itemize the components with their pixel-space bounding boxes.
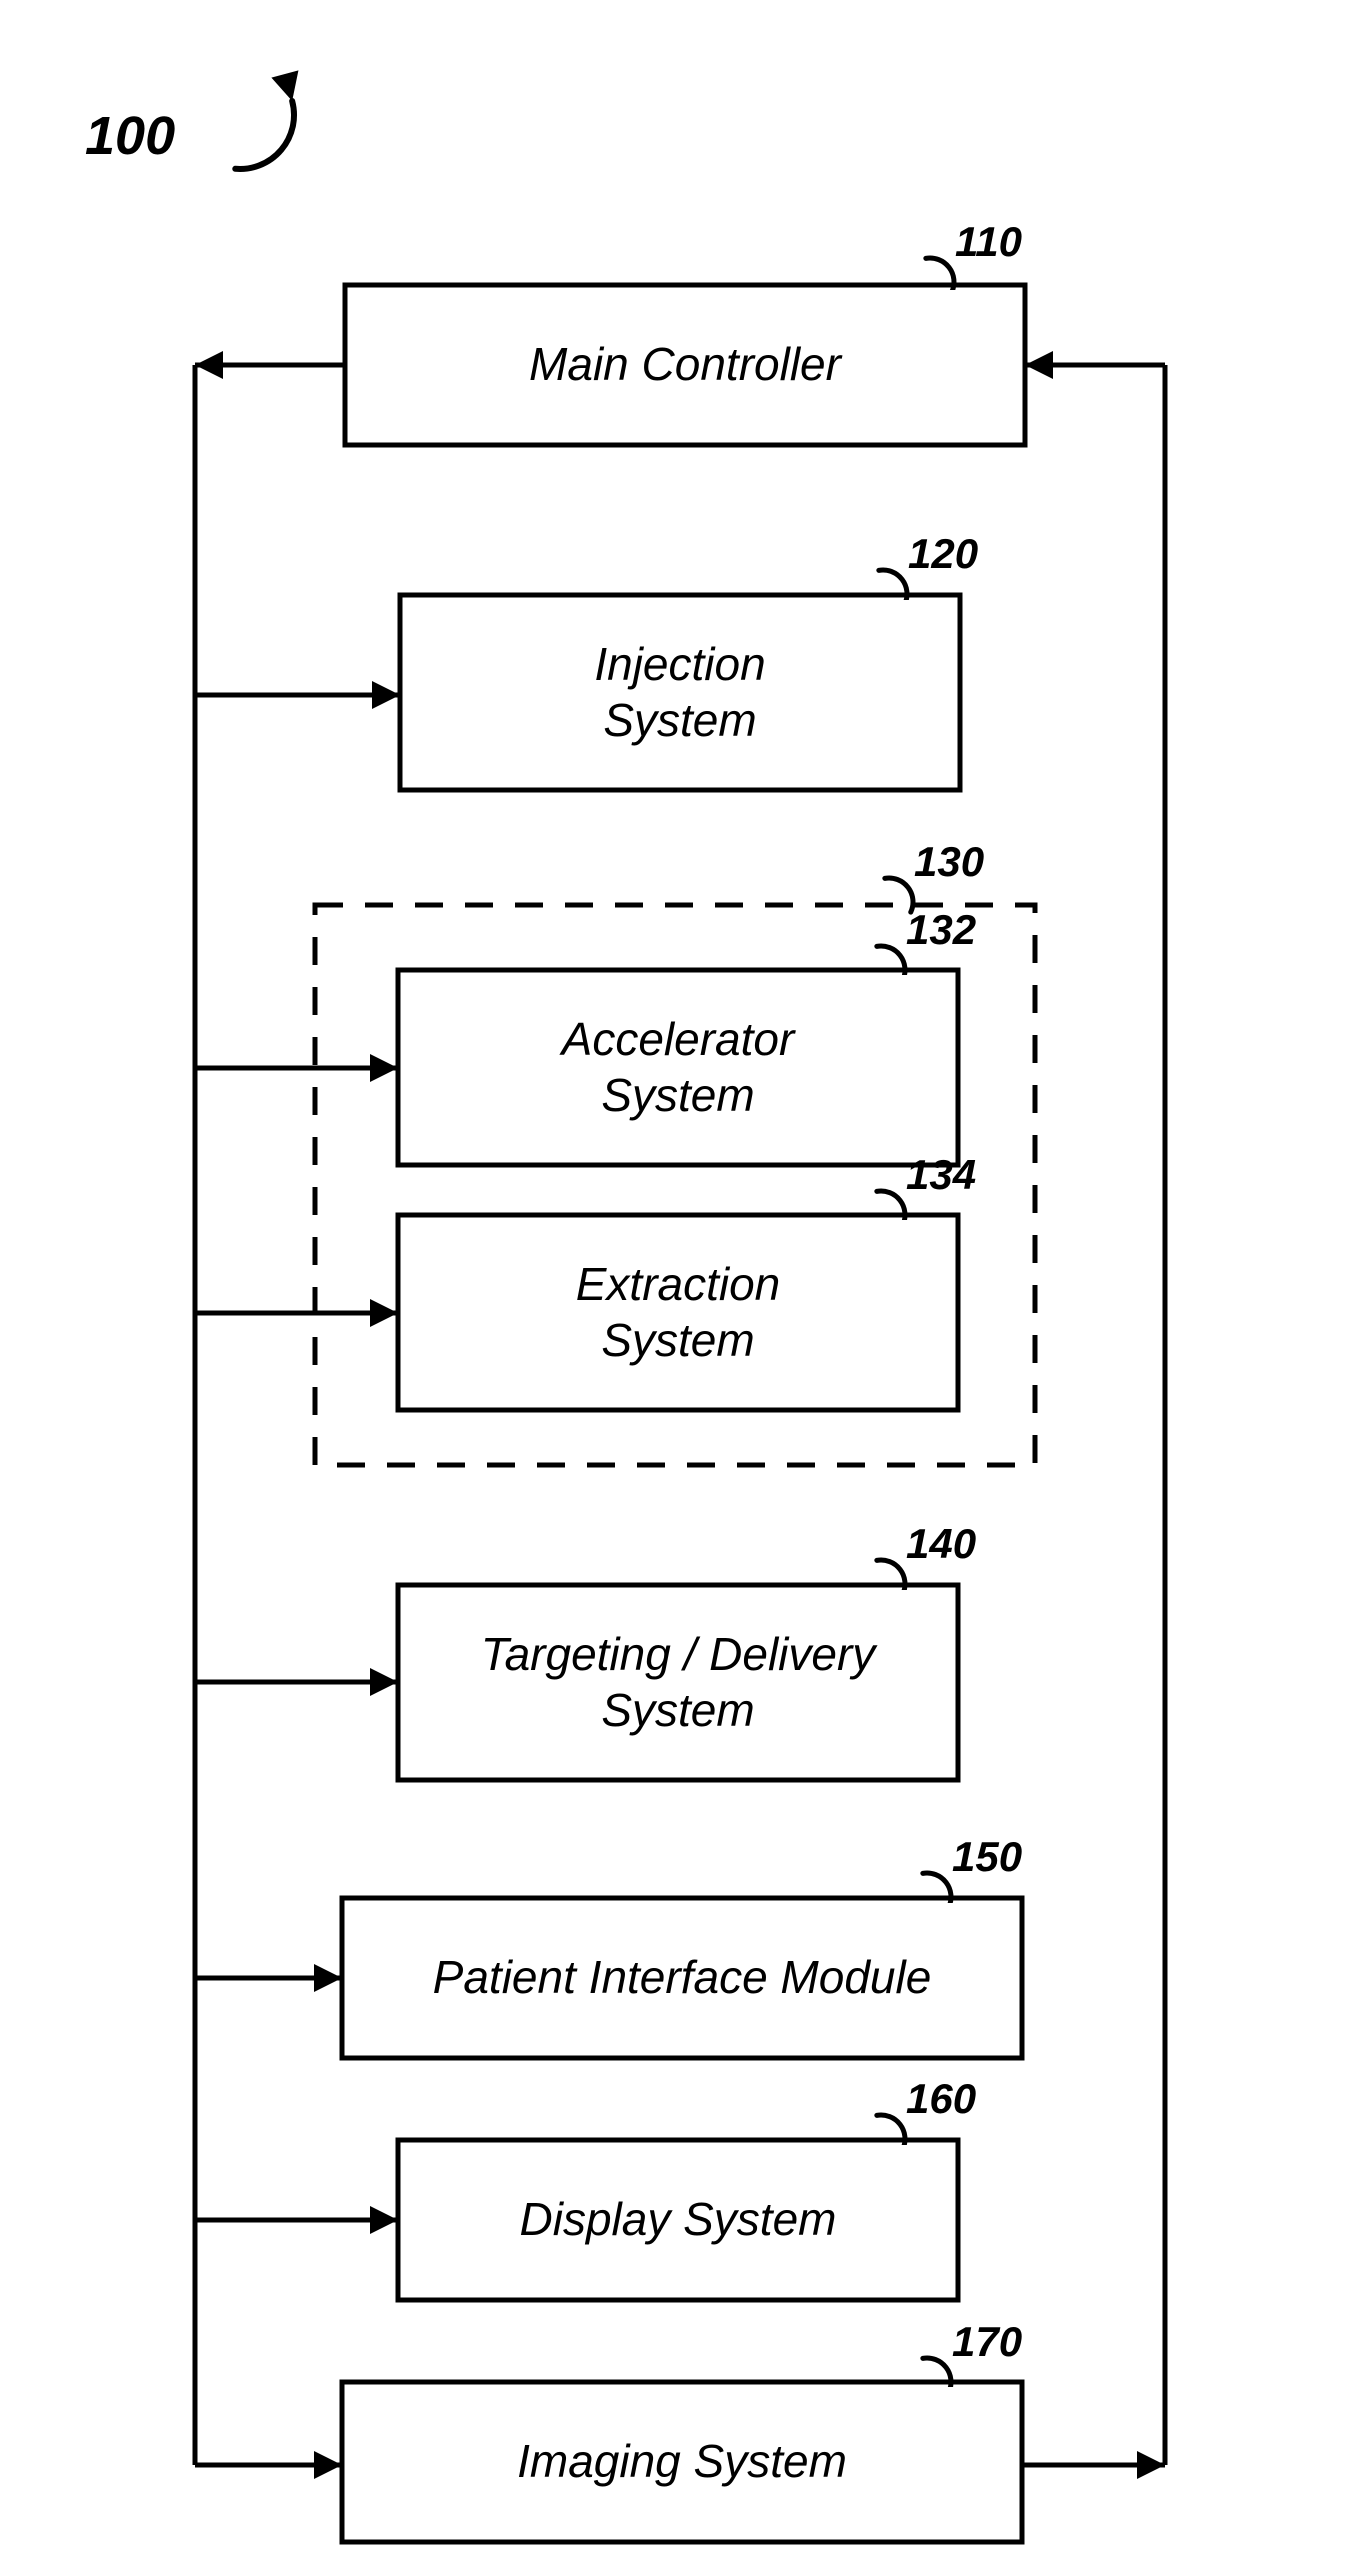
ref-label-accelerator: 132 (906, 906, 976, 954)
box-patient: Patient Interface Module (347, 1903, 1017, 2053)
ref-label-dashed-group: 130 (914, 838, 984, 886)
box-targeting: Targeting / DeliverySystem (403, 1590, 953, 1775)
box-label: Targeting / DeliverySystem (481, 1627, 876, 1737)
box-imaging: Imaging System (347, 2387, 1017, 2537)
box-extraction: ExtractionSystem (403, 1220, 953, 1405)
ref-label-imaging: 170 (952, 2318, 1022, 2366)
ref-label-injection: 120 (908, 530, 978, 578)
box-accelerator: AcceleratorSystem (403, 975, 953, 1160)
box-label: InjectionSystem (594, 637, 765, 747)
figure-ref-label: 100 (85, 105, 175, 167)
box-label: ExtractionSystem (576, 1257, 781, 1367)
box-injection: InjectionSystem (405, 600, 955, 785)
ref-label-targeting: 140 (906, 1520, 976, 1568)
box-label: Display System (520, 2192, 837, 2247)
ref-label-extraction: 134 (906, 1151, 976, 1199)
ref-label-patient: 150 (952, 1833, 1022, 1881)
box-label: Patient Interface Module (433, 1950, 932, 2005)
box-main_controller: Main Controller (350, 290, 1020, 440)
ref-label-display: 160 (906, 2075, 976, 2123)
box-display: Display System (403, 2145, 953, 2295)
box-label: Imaging System (517, 2434, 847, 2489)
box-label: AcceleratorSystem (562, 1012, 795, 1122)
ref-label-main_controller: 110 (955, 218, 1022, 266)
box-label: Main Controller (529, 337, 841, 392)
